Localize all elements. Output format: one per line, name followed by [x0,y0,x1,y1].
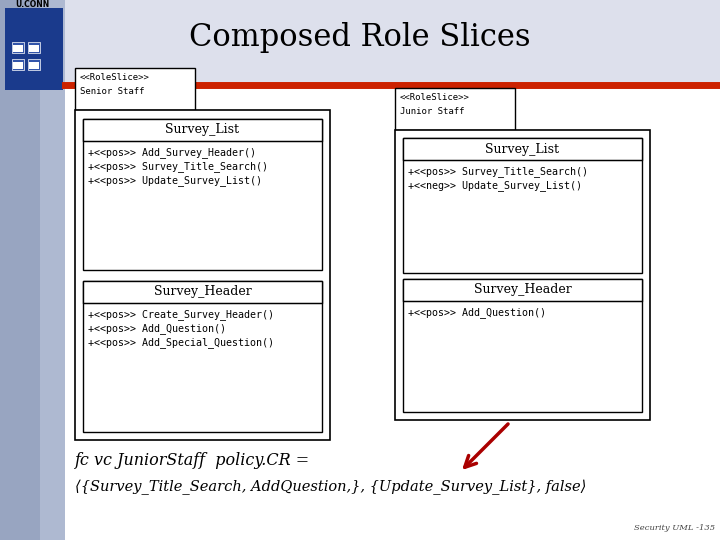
Bar [28,59,40,70]
Bar [12,59,24,70]
Text: <<RoleSlice>>: <<RoleSlice>> [80,73,150,82]
Text: Junior Staff: Junior Staff [400,107,464,116]
Bar [0,0,40,540]
Bar [75,68,195,110]
Text: Senior Staff: Senior Staff [80,87,145,96]
Bar [75,110,330,440]
Bar [5,8,63,90]
Bar [13,45,23,52]
Bar [29,45,39,52]
Text: Survey_List: Survey_List [485,143,559,156]
Text: +<<pos>> Create_Survey_Header(): +<<pos>> Create_Survey_Header() [88,309,274,320]
Bar [403,279,642,301]
Bar [0,0,65,540]
Text: +<<pos>> Add_Question(): +<<pos>> Add_Question() [88,323,226,334]
Text: +<<pos>> Survey_Title_Search(): +<<pos>> Survey_Title_Search() [408,166,588,177]
Text: fc vc JuniorStaff  policy.CR =: fc vc JuniorStaff policy.CR = [75,452,310,469]
Bar [395,130,650,420]
Text: Survey_Header: Survey_Header [474,284,572,296]
Text: +<<neg>> Update_Survey_List(): +<<neg>> Update_Survey_List() [408,180,582,191]
Bar [83,119,322,141]
Text: Composed Role Slices: Composed Role Slices [189,22,531,53]
Bar [403,279,642,412]
Bar [83,281,322,432]
Bar [65,85,720,540]
Text: +<<pos>> Survey_Title_Search(): +<<pos>> Survey_Title_Search() [88,161,268,172]
Text: <<RoleSlice>>: <<RoleSlice>> [400,93,470,102]
Text: U.CONN: U.CONN [15,0,49,9]
Text: Survey_Header: Survey_Header [153,286,251,299]
Text: +<<pos>> Update_Survey_List(): +<<pos>> Update_Survey_List() [88,175,262,186]
Bar [12,42,24,53]
Text: Security UML -135: Security UML -135 [634,524,715,532]
Bar [403,138,642,273]
Text: Survey_List: Survey_List [166,124,240,137]
Text: +<<pos>> Add_Question(): +<<pos>> Add_Question() [408,307,546,318]
Bar [29,62,39,69]
Bar [83,119,322,270]
Text: ⟨{Survey_Title_Search, AddQuestion,}, {Update_Survey_List}, false⟩: ⟨{Survey_Title_Search, AddQuestion,}, {U… [75,480,586,495]
Bar [403,138,642,160]
Text: +<<pos>> Add_Special_Question(): +<<pos>> Add_Special_Question() [88,337,274,348]
Bar [28,42,40,53]
Bar [395,88,515,130]
Text: +<<pos>> Add_Survey_Header(): +<<pos>> Add_Survey_Header() [88,147,256,158]
Bar [83,281,322,303]
Bar [13,62,23,69]
